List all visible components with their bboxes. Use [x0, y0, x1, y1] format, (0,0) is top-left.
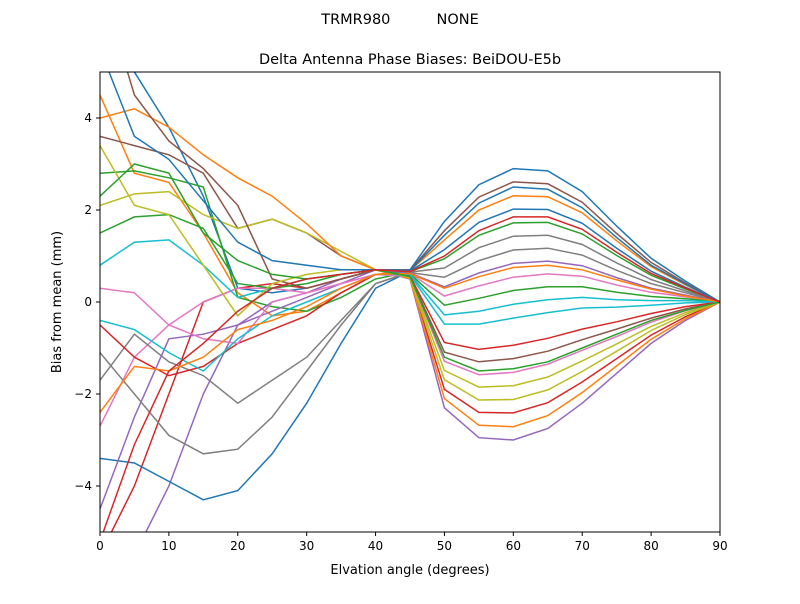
x-axis-label: Elvation angle (degrees): [330, 563, 489, 578]
series-line-11: [100, 208, 720, 501]
series-line-21: [108, 72, 720, 303]
y-axis-label: Bias from mean (mm): [50, 231, 65, 373]
x-axis: 0 10 20 30 40 50 60 70 80 90: [96, 532, 728, 553]
y-axis: −4 −2 0 2 4: [74, 111, 100, 493]
series-line-13: [100, 213, 720, 307]
y-tick-label: −4: [74, 479, 92, 493]
series-line-20: [100, 273, 720, 372]
x-tick-label: 20: [230, 539, 245, 553]
x-tick-label: 30: [299, 539, 314, 553]
chart-title: Delta Antenna Phase Biases: BeiDOU-E5b: [259, 52, 561, 68]
series-line-14: [100, 273, 720, 377]
series-line-4: [110, 269, 720, 532]
x-tick-label: 40: [368, 539, 383, 553]
y-tick-label: 0: [84, 295, 92, 309]
series-line-17: [100, 273, 720, 376]
x-tick-label: 90: [712, 539, 727, 553]
x-tick-label: 80: [643, 539, 658, 553]
series-line-3: [100, 170, 720, 312]
series-line-23: [100, 163, 720, 372]
series-line-15: [100, 260, 720, 510]
x-tick-label: 60: [506, 539, 521, 553]
series-line-7: [100, 272, 720, 427]
x-tick-label: 10: [161, 539, 176, 553]
x-tick-label: 50: [437, 539, 452, 553]
series-line-22: [100, 264, 720, 413]
series-lines: [100, 72, 720, 532]
x-tick-label: 70: [575, 539, 590, 553]
y-tick-label: 2: [84, 203, 92, 217]
plot-frame: [99, 71, 721, 533]
x-tick-label: 0: [96, 539, 104, 553]
chart-suptitle: TRMR980 NONE: [320, 12, 479, 28]
y-tick-label: 4: [84, 111, 92, 125]
y-tick-label: −2: [74, 387, 92, 401]
series-line-24: [102, 216, 720, 532]
